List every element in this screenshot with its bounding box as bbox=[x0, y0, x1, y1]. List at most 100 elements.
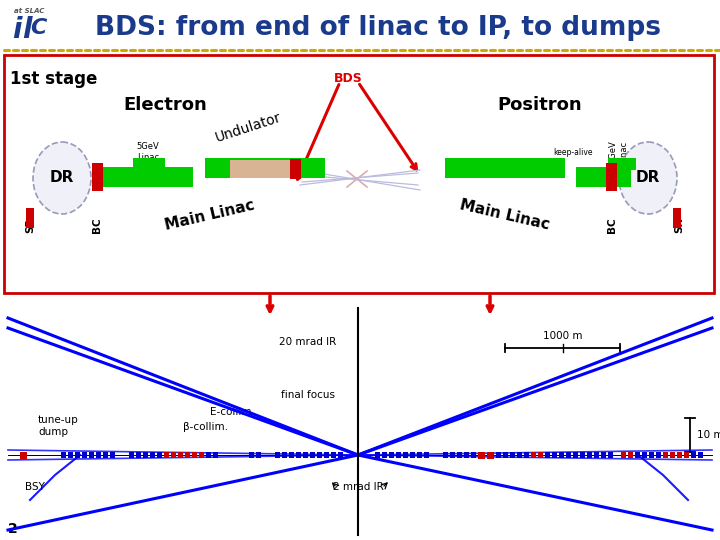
Text: 5GeV
Linac: 5GeV Linac bbox=[137, 143, 159, 161]
Bar bbox=[4, 55, 714, 293]
Bar bbox=[566, 452, 571, 458]
Bar bbox=[601, 452, 606, 458]
Bar bbox=[450, 452, 455, 458]
Bar bbox=[136, 452, 141, 458]
Bar bbox=[82, 452, 87, 458]
Bar bbox=[331, 452, 336, 458]
Bar bbox=[538, 452, 543, 458]
Bar bbox=[296, 452, 301, 458]
Bar bbox=[606, 163, 617, 191]
Bar bbox=[621, 452, 626, 458]
Text: BC: BC bbox=[607, 217, 617, 233]
Bar bbox=[157, 452, 162, 458]
Bar bbox=[545, 452, 550, 458]
Text: 20 mrad IR: 20 mrad IR bbox=[279, 337, 337, 347]
Bar bbox=[576, 167, 631, 187]
Bar bbox=[573, 452, 578, 458]
Text: SR: SR bbox=[674, 217, 684, 233]
Bar bbox=[199, 452, 204, 458]
Bar bbox=[143, 452, 148, 458]
Bar bbox=[249, 452, 254, 458]
Bar bbox=[663, 452, 668, 458]
Text: keep-alive: keep-alive bbox=[553, 148, 593, 157]
Bar bbox=[92, 163, 103, 191]
Text: 5GeV
Linac: 5GeV Linac bbox=[608, 140, 628, 164]
Bar bbox=[471, 452, 476, 458]
Bar bbox=[68, 452, 73, 458]
Bar bbox=[445, 158, 565, 178]
Bar bbox=[133, 158, 165, 170]
Bar bbox=[96, 452, 101, 458]
Bar bbox=[580, 452, 585, 458]
Text: l: l bbox=[22, 16, 32, 44]
Bar bbox=[410, 452, 415, 458]
Text: 1000 m: 1000 m bbox=[544, 331, 582, 341]
Bar bbox=[673, 208, 681, 228]
Bar bbox=[338, 452, 343, 458]
Bar bbox=[230, 160, 292, 178]
Bar bbox=[389, 452, 394, 458]
Text: 2: 2 bbox=[8, 522, 18, 536]
Bar bbox=[150, 452, 155, 458]
Bar bbox=[103, 452, 108, 458]
Bar bbox=[213, 452, 218, 458]
Bar bbox=[205, 158, 325, 178]
Text: BSY: BSY bbox=[25, 482, 45, 492]
Text: at SLAC: at SLAC bbox=[14, 8, 45, 14]
Bar bbox=[324, 452, 329, 458]
Text: Main Linac: Main Linac bbox=[459, 198, 552, 233]
Text: tune-up
dump: tune-up dump bbox=[38, 415, 78, 437]
Bar bbox=[684, 452, 689, 458]
Bar bbox=[464, 452, 469, 458]
Bar bbox=[531, 452, 536, 458]
Bar bbox=[129, 452, 134, 458]
Text: β-collim.: β-collim. bbox=[182, 422, 228, 432]
Bar bbox=[75, 452, 80, 458]
Bar bbox=[185, 452, 190, 458]
Bar bbox=[61, 452, 66, 458]
Bar bbox=[256, 452, 261, 458]
Bar bbox=[95, 167, 193, 187]
Bar bbox=[289, 452, 294, 458]
Bar bbox=[110, 452, 115, 458]
Bar bbox=[282, 452, 287, 458]
Bar bbox=[517, 452, 522, 458]
Text: DR: DR bbox=[50, 171, 74, 186]
Text: Electron: Electron bbox=[123, 96, 207, 114]
Bar bbox=[656, 452, 661, 458]
Text: 10 m: 10 m bbox=[697, 430, 720, 440]
Bar bbox=[275, 452, 280, 458]
Bar bbox=[457, 452, 462, 458]
Bar bbox=[628, 452, 633, 458]
Bar bbox=[206, 452, 211, 458]
Bar bbox=[0, 300, 720, 540]
Text: BDS: from end of linac to IP, to dumps: BDS: from end of linac to IP, to dumps bbox=[95, 15, 661, 41]
Bar bbox=[642, 452, 647, 458]
Bar bbox=[310, 452, 315, 458]
Bar bbox=[503, 452, 508, 458]
Bar bbox=[178, 452, 183, 458]
Bar bbox=[691, 452, 696, 458]
Text: Positron: Positron bbox=[498, 96, 582, 114]
Bar bbox=[303, 452, 308, 458]
Text: final focus: final focus bbox=[281, 390, 335, 400]
Text: BC: BC bbox=[92, 217, 102, 233]
Bar bbox=[608, 452, 613, 458]
Bar bbox=[290, 159, 301, 179]
Text: i: i bbox=[12, 16, 22, 44]
Bar bbox=[698, 452, 703, 458]
Bar bbox=[443, 452, 448, 458]
Text: Main Linac: Main Linac bbox=[163, 198, 256, 233]
Text: SR: SR bbox=[25, 217, 35, 233]
Text: Undulator: Undulator bbox=[213, 111, 283, 145]
Text: 2 mrad IR: 2 mrad IR bbox=[333, 482, 383, 492]
Bar bbox=[382, 452, 387, 458]
Bar bbox=[670, 452, 675, 458]
Bar bbox=[317, 452, 322, 458]
Bar bbox=[559, 452, 564, 458]
Bar bbox=[649, 452, 654, 458]
Bar bbox=[164, 452, 169, 458]
Text: E-collim.: E-collim. bbox=[210, 407, 254, 417]
Bar bbox=[424, 452, 429, 458]
Text: 1st stage: 1st stage bbox=[10, 70, 97, 88]
